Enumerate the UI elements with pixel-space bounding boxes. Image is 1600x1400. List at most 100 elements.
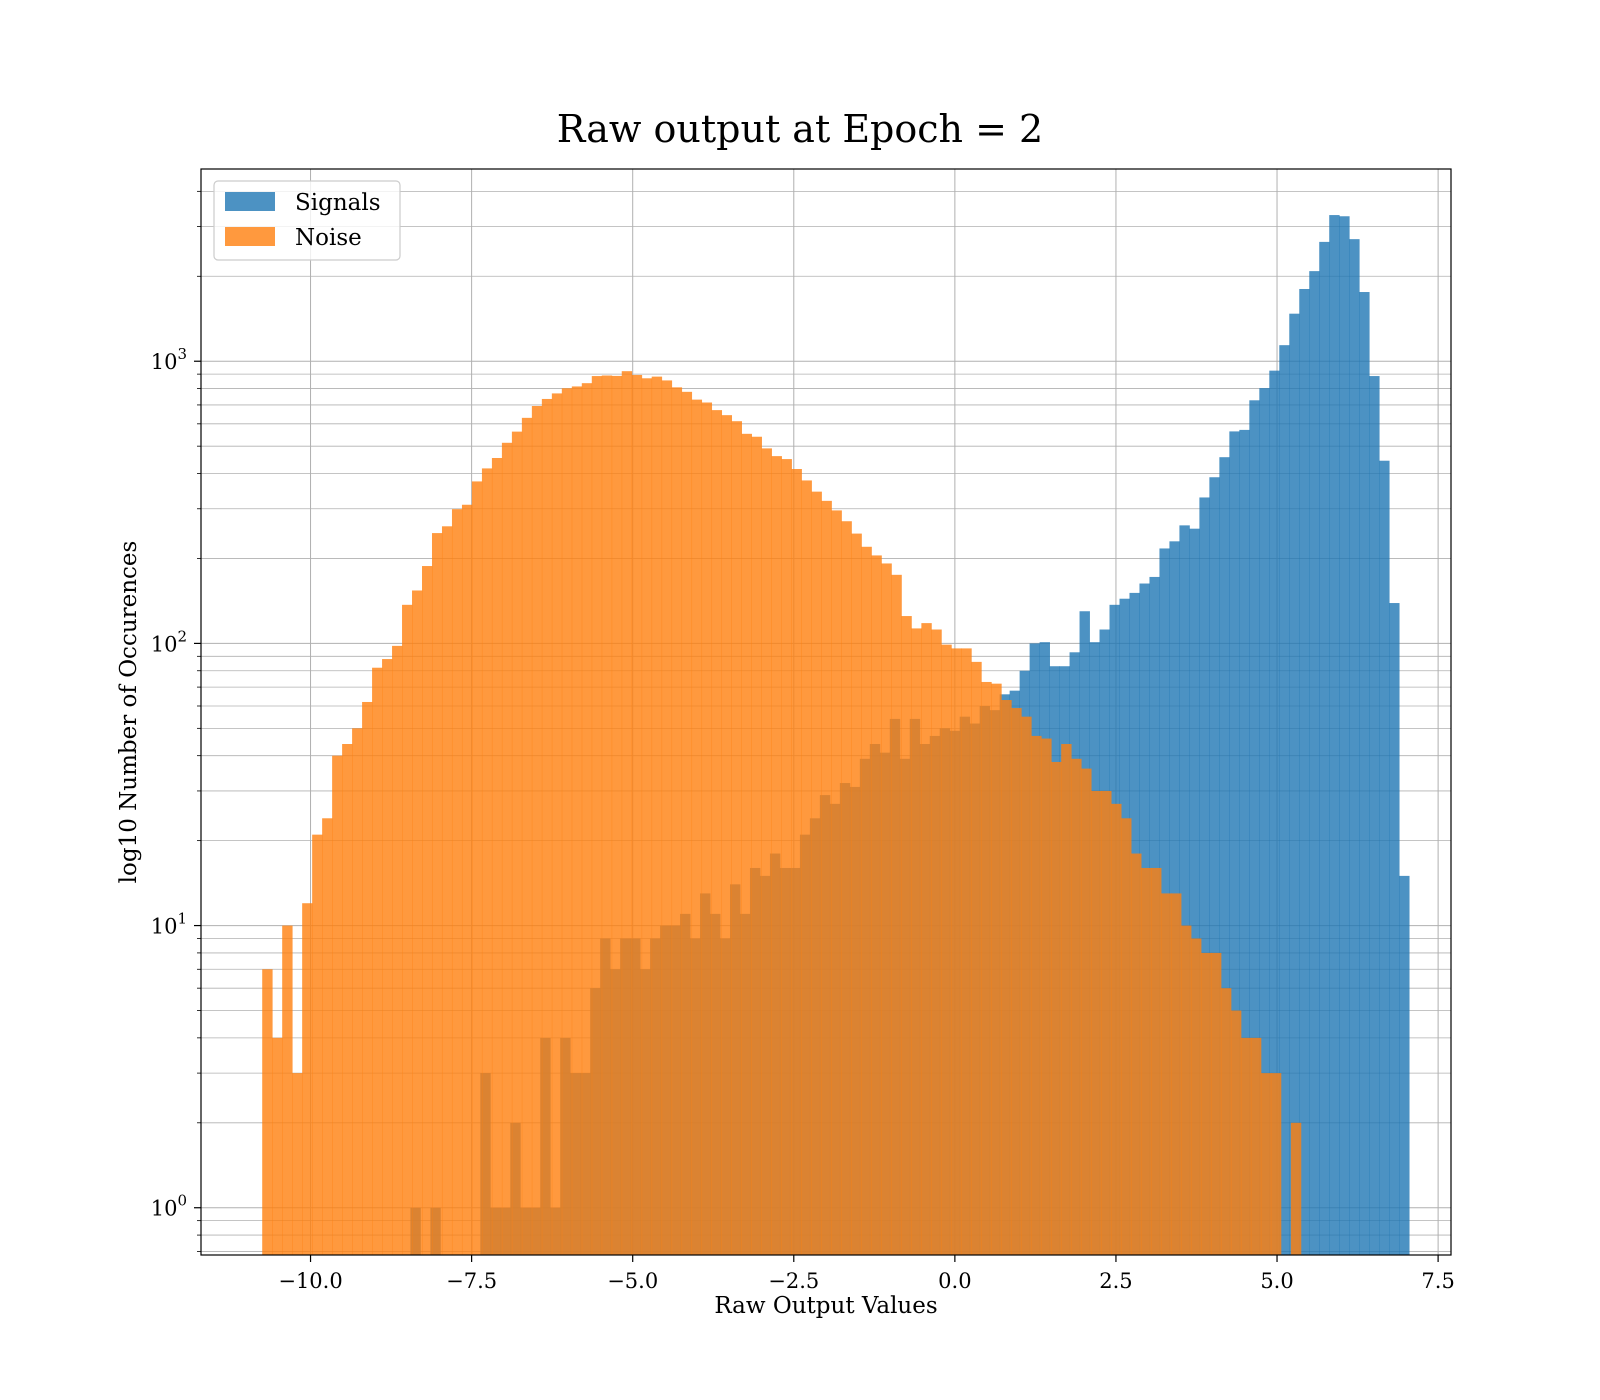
noise-bar xyxy=(561,388,573,1255)
noise-bar xyxy=(791,469,802,1256)
noise-bar xyxy=(1071,758,1082,1255)
noise-bar xyxy=(741,433,752,1255)
x-tick-label: −10.0 xyxy=(278,1269,342,1293)
signals-bar xyxy=(1349,239,1360,1255)
signals-bar xyxy=(1369,376,1380,1255)
signals-bar xyxy=(1179,525,1190,1255)
signals-bar xyxy=(1239,429,1250,1255)
noise-bar xyxy=(871,555,882,1255)
plot-frame xyxy=(200,168,1452,1256)
noise-bar xyxy=(521,417,533,1255)
noise-bar xyxy=(671,387,683,1255)
noise-bar xyxy=(701,402,713,1255)
noise-bar xyxy=(631,374,643,1256)
signals-bar xyxy=(1189,528,1200,1255)
noise-bar xyxy=(332,755,343,1255)
noise-bar xyxy=(282,925,293,1255)
noise-bar xyxy=(342,744,353,1255)
noise-bar xyxy=(312,834,323,1255)
signals-bar xyxy=(1229,431,1240,1255)
noise-bar xyxy=(841,521,852,1255)
noise-bar xyxy=(981,681,992,1255)
noise-bar xyxy=(611,375,623,1255)
signals-bar xyxy=(1249,400,1260,1255)
noise-bar xyxy=(1220,988,1232,1255)
noise-bar xyxy=(1171,893,1182,1255)
signals-bar xyxy=(1259,388,1270,1255)
noise-bar xyxy=(352,728,363,1255)
noise-bar xyxy=(591,376,603,1255)
noise-bar xyxy=(1181,925,1192,1255)
noise-bar xyxy=(412,590,423,1255)
chart-title: Raw output at Epoch = 2 xyxy=(557,107,1043,151)
noise-bar xyxy=(751,436,762,1256)
noise-bar xyxy=(372,667,383,1255)
noise-bar xyxy=(382,659,393,1255)
noise-bar xyxy=(1041,738,1052,1255)
noise-bar xyxy=(621,371,633,1255)
noise-bar xyxy=(961,648,972,1255)
noise-bar xyxy=(292,1073,303,1255)
x-axis-ticks: −10.0 −7.5 −5.0 −2.5 0.0 2.5 5.0 7.5 xyxy=(278,1255,1455,1293)
noise-bar xyxy=(761,448,772,1256)
signals-bar xyxy=(1299,288,1310,1255)
x-tick-label: −5.0 xyxy=(607,1269,658,1293)
signals-bar xyxy=(1319,241,1330,1255)
signals-bar xyxy=(1399,875,1410,1255)
noise-bar xyxy=(921,623,932,1255)
y-axis-label: log10 Number of Occurences xyxy=(116,541,142,884)
y-tick-label: 102 xyxy=(151,627,187,656)
noise-bar xyxy=(811,491,822,1255)
noise-bar xyxy=(471,481,483,1255)
noise-bar xyxy=(1011,708,1022,1255)
noise-bar xyxy=(1131,853,1142,1255)
signals-bar xyxy=(1339,216,1350,1255)
noise-bar xyxy=(1141,867,1152,1255)
noise-bar xyxy=(801,480,812,1255)
noise-bar xyxy=(1191,938,1202,1255)
y-tick-label: 101 xyxy=(151,910,187,939)
noise-bar xyxy=(891,574,902,1255)
noise-bar xyxy=(721,415,733,1256)
noise-bar xyxy=(362,701,373,1255)
noise-bar xyxy=(272,1037,283,1255)
histogram-bars xyxy=(262,215,1410,1256)
y-axis-ticks: 100 101 102 103 xyxy=(151,190,201,1252)
noise-bar xyxy=(1061,744,1072,1255)
legend-label-signals: Signals xyxy=(295,190,381,216)
noise-bar xyxy=(1201,952,1212,1255)
noise-bar xyxy=(491,457,503,1255)
y-tick-label: 100 xyxy=(151,1192,187,1221)
noise-bar xyxy=(511,431,523,1255)
noise-bar xyxy=(1210,952,1222,1255)
noise-bar xyxy=(661,380,673,1255)
x-tick-label: 7.5 xyxy=(1421,1269,1454,1293)
legend-swatch-noise xyxy=(225,227,275,246)
noise-bar xyxy=(901,616,912,1255)
noise-bar xyxy=(501,442,513,1255)
noise-bar xyxy=(451,509,463,1255)
noise-bar xyxy=(302,903,313,1255)
noise-bar xyxy=(581,383,593,1256)
noise-bar xyxy=(402,604,413,1255)
signals-bar xyxy=(1199,497,1210,1255)
noise-bar xyxy=(691,399,703,1255)
noise-bar xyxy=(1151,867,1162,1255)
noise-bar xyxy=(1121,818,1132,1255)
noise-bar xyxy=(1270,1073,1282,1255)
signals-bar xyxy=(1309,271,1320,1255)
noise-bar xyxy=(541,398,553,1256)
noise-bar xyxy=(1250,1037,1262,1255)
noise-bar xyxy=(1001,700,1012,1255)
noise-bar xyxy=(1091,790,1102,1255)
signals-bar xyxy=(1289,313,1300,1255)
x-tick-label: 0.0 xyxy=(938,1269,971,1293)
noise-bar xyxy=(881,563,892,1255)
noise-bar xyxy=(1260,1073,1272,1255)
noise-bar xyxy=(1111,803,1122,1255)
noise-bar xyxy=(831,510,842,1255)
noise-bar xyxy=(1230,1010,1242,1255)
noise-bar xyxy=(461,504,473,1256)
noise-bar xyxy=(711,410,723,1256)
